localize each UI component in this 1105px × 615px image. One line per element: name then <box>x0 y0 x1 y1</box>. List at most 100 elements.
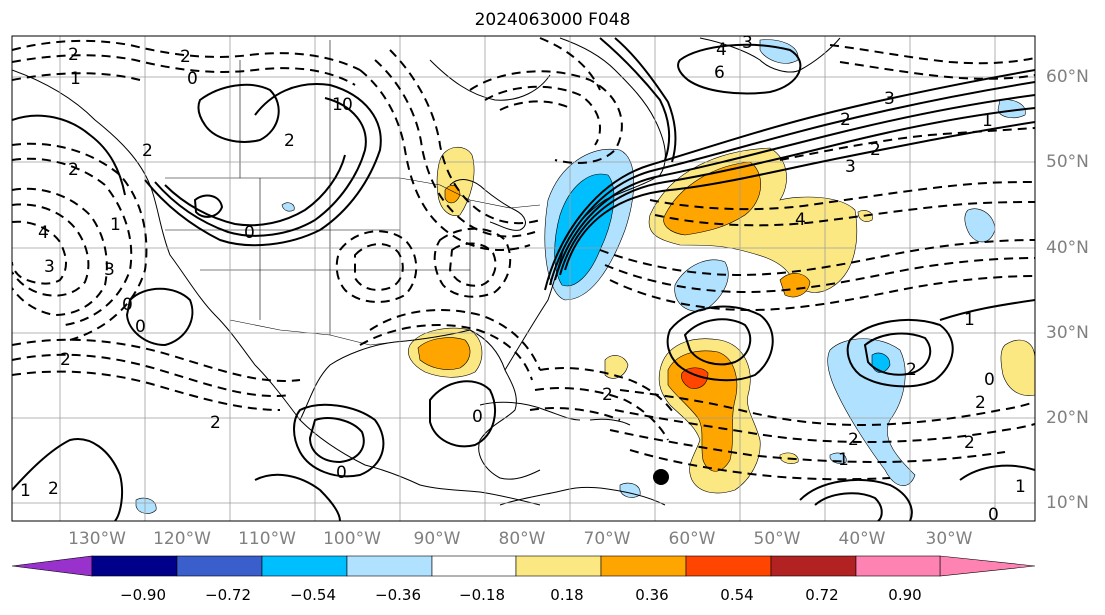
contour-label: 0 <box>244 223 255 243</box>
tropical-loop-2 <box>683 318 752 366</box>
subtropical-band-1 <box>12 353 291 397</box>
colorbar-segment <box>346 555 433 577</box>
atlantic-dash-3 <box>609 275 1035 312</box>
jet-contour-1 <box>544 69 1035 291</box>
colorbar-tick-label: 0.90 <box>888 586 922 604</box>
contour-label: 2 <box>142 141 153 161</box>
negative-shading-east-pacific <box>281 202 295 212</box>
east-trough-loop-3 <box>499 100 571 111</box>
contour-label: 0 <box>336 463 347 483</box>
map-title: 2024063000 F048 <box>474 10 631 30</box>
positive-shading-gulf-core <box>417 337 471 370</box>
colorbar-tick-label: −0.18 <box>459 586 505 604</box>
contour-label: 0 <box>988 505 999 525</box>
gulf-band-2 <box>359 324 533 381</box>
contour-label: 3 <box>104 260 115 280</box>
contour-label: 1 <box>1015 477 1026 497</box>
south-atlantic-loop-2 <box>814 492 883 521</box>
latitude-label: 10°N <box>1046 493 1089 513</box>
contour-label: 0 <box>187 69 198 89</box>
longitude-label: 40°W <box>838 529 886 549</box>
contour-label: 3 <box>845 157 856 177</box>
tropical-atlantic-dash-1 <box>619 389 1035 427</box>
colorbar <box>11 555 1036 577</box>
colorbar-tick-label: 0.72 <box>805 586 839 604</box>
contour-label: 2 <box>210 413 221 433</box>
contour-label: 2 <box>284 131 295 151</box>
longitude-label: 30°W <box>925 529 973 549</box>
longitude-label: 110°W <box>238 529 296 549</box>
north-america-west-coast <box>12 69 541 506</box>
subtropical-band-3 <box>12 338 301 382</box>
north-pacific-1 <box>12 39 361 71</box>
contour-label: 1 <box>964 310 975 330</box>
longitude-label: 70°W <box>583 529 631 549</box>
south-pacific-curve <box>12 438 124 521</box>
east-atlantic-loop <box>846 319 954 388</box>
north-pacific-3 <box>12 72 141 81</box>
negative-contours <box>12 37 1035 481</box>
longitude-label: 120°W <box>153 529 211 549</box>
pacific-low-4 <box>12 157 133 326</box>
jet-contour-4 <box>559 107 1035 276</box>
tropical-atlantic-dash-3 <box>609 429 1006 464</box>
west-loop <box>197 83 280 143</box>
colorbar-tick-label: −0.72 <box>205 586 251 604</box>
colorbar-segment <box>261 555 348 577</box>
trough-north-2 <box>614 37 677 163</box>
contour-label: 6 <box>714 63 725 83</box>
gulf-coast <box>299 329 541 480</box>
map-frame <box>11 35 1036 522</box>
south-east-loop <box>959 464 1035 481</box>
pacific-loop <box>125 287 194 347</box>
north-america-east-coast <box>504 37 666 371</box>
negative-shading-east-atlantic <box>827 338 916 486</box>
contour-label: 1 <box>70 69 81 89</box>
colorbar-segment <box>515 555 602 577</box>
atlantic-dash-2 <box>604 257 1035 294</box>
great-lakes <box>449 179 526 231</box>
contour-labels: 2 1 0 2 1 0 2 0 2 2 3 4 3 4 4 6 3 2 1 3 … <box>20 33 1026 525</box>
colorbar-extend-right <box>939 555 1036 577</box>
contour-label: 1 <box>110 215 121 235</box>
contour-label: 3 <box>742 33 753 53</box>
hudson-bay <box>429 59 551 101</box>
atlantic-dash-6 <box>779 127 1035 161</box>
east-pacific-loop <box>293 403 385 478</box>
colorbar-tick-label: −0.90 <box>120 586 166 604</box>
atlantic-dash-4 <box>649 181 1035 211</box>
east-trough-loop-1 <box>469 70 623 164</box>
colorbar-tick-label: 0.18 <box>550 586 584 604</box>
positive-shading-bahamas <box>604 355 629 379</box>
jet-contour-3 <box>554 94 1035 281</box>
contour-label: 1 <box>982 111 993 131</box>
colorbar-tick-label: 0.36 <box>635 586 669 604</box>
negative-shading-east-atlantic-core <box>871 352 891 373</box>
caribbean-band-1 <box>539 367 676 416</box>
trough-north-1 <box>599 37 671 161</box>
contour-label: 1 <box>838 450 849 470</box>
canada-us-border <box>165 177 541 209</box>
west-gulf-loop-2 <box>354 243 404 291</box>
negative-shading-central-atlantic <box>674 259 729 312</box>
longitude-label: 60°W <box>668 529 716 549</box>
contour-label: 0 <box>135 317 146 337</box>
east-atlantic-band <box>939 299 1035 321</box>
colorbar-segment <box>600 555 687 577</box>
contour-label: 2 <box>975 393 986 413</box>
gulf-band-1 <box>369 309 541 371</box>
trough-east-2 <box>374 59 536 238</box>
colorbar-segment <box>91 555 178 577</box>
contour-label: 0 <box>342 95 353 115</box>
contour-label: 2 <box>48 479 59 499</box>
colorbar-segment <box>685 555 772 577</box>
colorbar-segment <box>431 555 517 577</box>
colorbar-segment <box>770 555 857 577</box>
tropical-loop-1 <box>666 305 774 382</box>
negative-shading-north-atlantic <box>964 208 996 243</box>
east-atlantic-loop-2 <box>863 332 932 376</box>
positive-contours <box>12 37 1035 521</box>
pacific-low-2 <box>12 203 90 297</box>
east-us-loop-1 <box>433 227 512 298</box>
